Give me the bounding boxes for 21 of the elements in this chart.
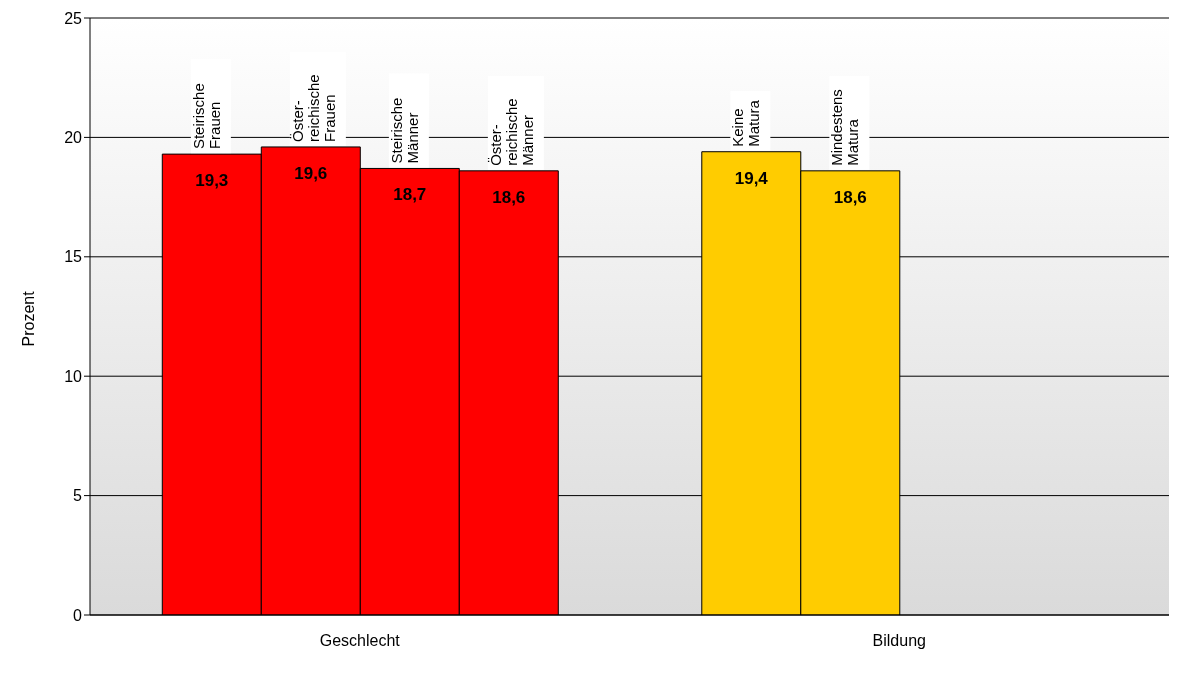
y-tick-label: 0 [73, 606, 83, 624]
y-axis-title: Prozent [19, 290, 37, 347]
data-label: 18,7 [393, 185, 427, 205]
data-label: 19,4 [734, 168, 769, 188]
y-tick-label: 15 [64, 248, 83, 266]
y-tick-label: 20 [64, 129, 83, 147]
y-tick-label: 5 [73, 487, 83, 505]
annotation: Öster- reichische Männer [486, 98, 536, 166]
annotation: Keine Matura [729, 99, 763, 147]
annotation: Steirische Frauen [189, 83, 223, 150]
x-tick-label: Geschlecht [319, 632, 401, 650]
y-tick-label: 10 [64, 367, 83, 385]
annotation: Öster- reichische Frauen [288, 74, 338, 142]
data-label: 18,6 [833, 187, 867, 207]
y-tick-label: 25 [64, 9, 83, 27]
annotation: Mindestens Matura [828, 89, 862, 166]
x-tick-label: Bildung [872, 632, 926, 650]
annotation: Steirische Männer [387, 97, 421, 164]
data-label: 19,6 [294, 163, 328, 183]
data-label: 19,3 [195, 171, 229, 191]
data-label: 18,6 [492, 187, 526, 207]
